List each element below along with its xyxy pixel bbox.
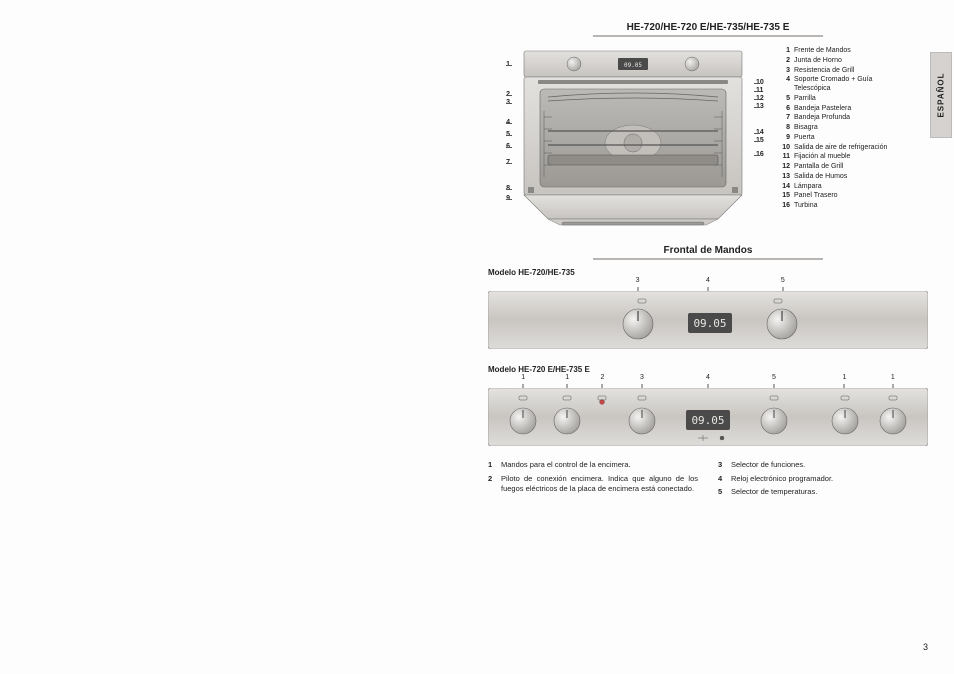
- bottom-legend-col1: 1Mandos para el control de la encimera. 2…: [488, 460, 698, 501]
- panel-b-c4: 3: [640, 374, 644, 381]
- legend-item: 14Lámpara: [778, 183, 910, 192]
- panel-a: 09.05: [488, 291, 928, 349]
- panel-b-c6: 5: [772, 374, 776, 381]
- language-tab-label: ESPAÑOL: [937, 72, 946, 117]
- oven-diagram: 09.05: [518, 47, 748, 227]
- panel-b-c8: 1: [891, 374, 895, 381]
- oven-right-callouts: 10 11 12 13 14 15 16: [756, 47, 770, 227]
- legend-item: 8Bisagra: [778, 124, 910, 133]
- legend-item: 1Frente de Mandos: [778, 47, 910, 56]
- legend-item: 10Salida de aire de refrigeración: [778, 144, 910, 153]
- bottom-legend-item: 3Selector de funciones.: [718, 460, 928, 471]
- page-title: HE-720/HE-720 E/HE-735/HE-735 E: [488, 22, 928, 33]
- oven-legend: 1Frente de Mandos2Junta de Horno3Resiste…: [778, 47, 910, 227]
- bottom-legend-item: 2Piloto de conexión encimera. Indica que…: [488, 474, 698, 495]
- panel-a-c3: 3: [636, 277, 640, 284]
- bottom-legend-item: 1Mandos para el control de la encimera.: [488, 460, 698, 471]
- panel-b-c7: 1: [842, 374, 846, 381]
- panel-a-c5: 5: [781, 277, 785, 284]
- legend-item: 13Salida de Humos: [778, 173, 910, 182]
- legend-item: 12Pantalla de Grill: [778, 163, 910, 172]
- model-a-label: Modelo HE-720/HE-735: [488, 268, 928, 277]
- oven-left-callouts: 1 2 3 4 5 6 7 8 9: [488, 47, 510, 227]
- bottom-legend: 1Mandos para el control de la encimera. 2…: [488, 460, 928, 501]
- panel-b-display: 09.05: [691, 414, 724, 427]
- frontal-underline: [593, 258, 823, 260]
- legend-item: 4Soporte Cromado + Guía Telescópica: [778, 76, 910, 94]
- language-tab: ESPAÑOL: [930, 52, 952, 138]
- title-underline: [593, 35, 823, 37]
- panel-b: 09.05: [488, 388, 928, 446]
- legend-item: 6Bandeja Pastelera: [778, 105, 910, 114]
- panel-a-c4: 4: [706, 277, 710, 284]
- panel-a-wrap: 3 4 5 09.05: [488, 291, 928, 351]
- bottom-legend-col2: 3Selector de funciones. 4Reloj electrónic…: [718, 460, 928, 501]
- panel-b-wrap: 1 1 2 3 4 5 1 1 09.05: [488, 388, 928, 448]
- panel-b-c3: 2: [600, 374, 604, 381]
- legend-item: 9Puerta: [778, 134, 910, 143]
- panel-b-c5: 4: [706, 374, 710, 381]
- model-b-label: Modelo HE-720 E/HE-735 E: [488, 365, 928, 374]
- legend-item: 16Turbina: [778, 202, 910, 211]
- panel-b-c2: 1: [565, 374, 569, 381]
- bottom-legend-item: 4Reloj electrónico programador.: [718, 474, 928, 485]
- bottom-legend-item: 5Selector de temperaturas.: [718, 487, 928, 498]
- legend-item: 11Fijación al mueble: [778, 153, 910, 162]
- legend-item: 2Junta de Horno: [778, 57, 910, 66]
- oven-diagram-row: 1 2 3 4 5 6 7 8 9: [488, 47, 928, 227]
- svg-text:09.05: 09.05: [624, 62, 642, 69]
- legend-item: 15Panel Trasero: [778, 192, 910, 201]
- frontal-title: Frontal de Mandos: [488, 245, 928, 256]
- panel-a-callouts: 3 4 5: [488, 277, 928, 291]
- panel-b-callouts: 1 1 2 3 4 5 1 1: [488, 374, 928, 388]
- legend-item: 3Resistencia de Grill: [778, 67, 910, 76]
- legend-item: 5Parrilla: [778, 95, 910, 104]
- legend-item: 7Bandeja Profunda: [778, 114, 910, 123]
- page-number: 3: [923, 642, 928, 652]
- panel-a-display: 09.05: [693, 317, 726, 330]
- panel-b-c1: 1: [521, 374, 525, 381]
